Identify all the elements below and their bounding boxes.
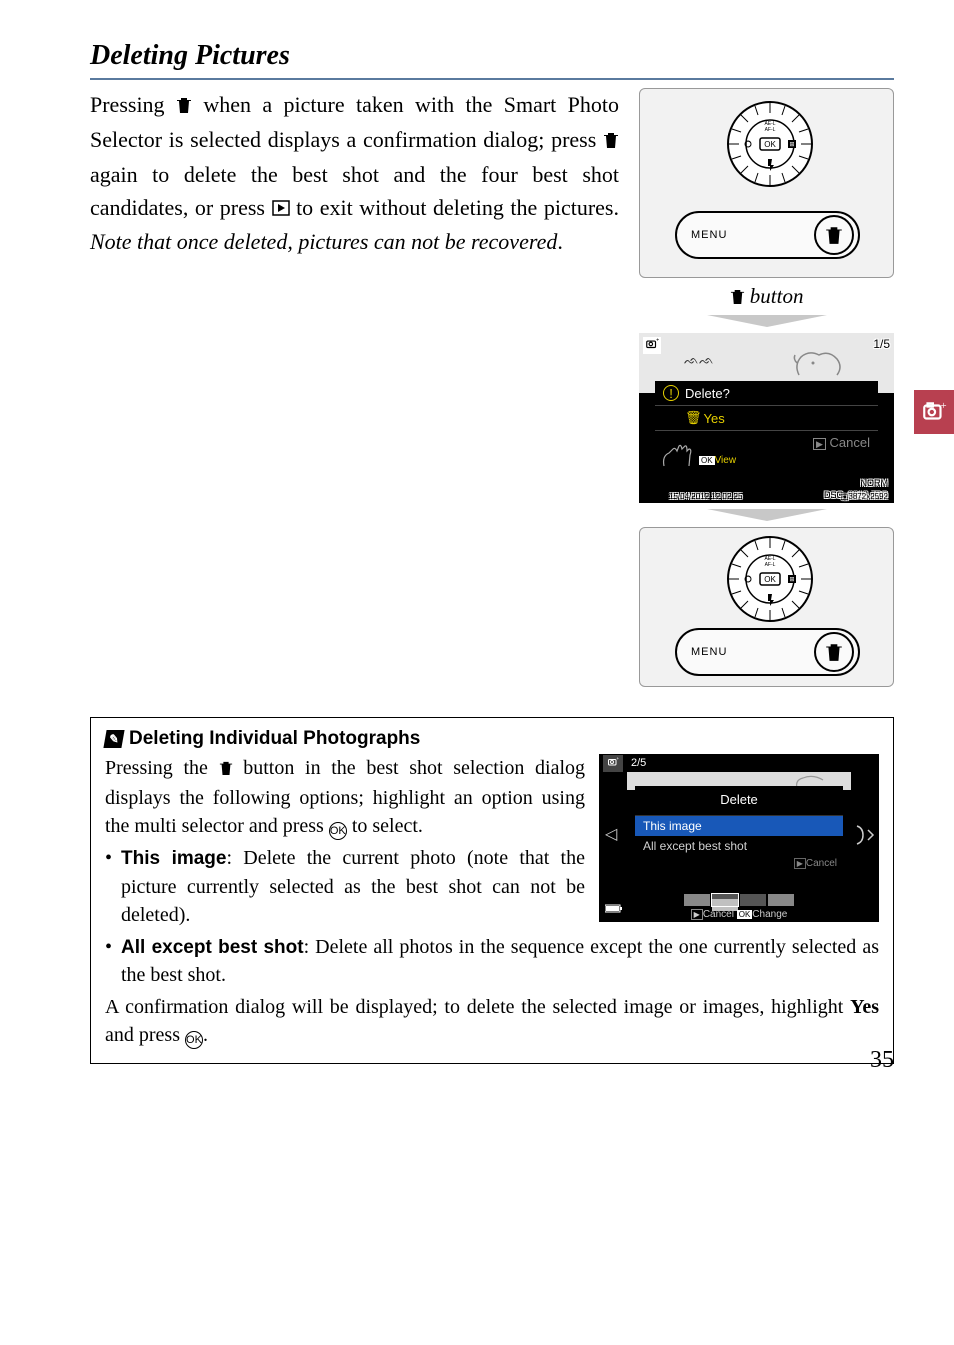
note-icon: ✎ xyxy=(103,730,124,748)
view-hint: OKView xyxy=(699,455,736,466)
opt2-label: All except best shot xyxy=(121,937,304,958)
menu-label: MENU xyxy=(677,646,727,658)
svg-text:+: + xyxy=(656,338,659,344)
dog-sketch xyxy=(789,345,849,385)
info-p1a: Pressing the xyxy=(105,757,219,779)
delete-prompt: Delete? xyxy=(685,386,730,401)
flow-arrow-icon xyxy=(707,315,827,327)
multi-selector-dial: OK AE-L AF-L ⊞ xyxy=(725,99,815,189)
panel-header: Delete xyxy=(635,786,843,816)
info-body: Pressing the button in the best shot sel… xyxy=(105,754,585,929)
play-icon xyxy=(272,192,290,225)
info-p1c: to select. xyxy=(352,815,423,837)
body-text-1e: . xyxy=(557,229,563,254)
delete-button-circle xyxy=(814,632,854,672)
camera-diagram-1: OK AE-L AF-L ⊞ MENU xyxy=(639,88,894,278)
yes-label: Yes xyxy=(704,411,725,426)
diagram-caption: button xyxy=(730,284,804,309)
menu-label: MENU xyxy=(677,229,727,241)
svg-text:AF-L: AF-L xyxy=(765,562,776,568)
menu-button-group: MENU xyxy=(675,628,860,676)
info-heading: ✎ Deleting Individual Photographs xyxy=(105,728,879,750)
frame-counter: 2/5 xyxy=(631,757,646,769)
page-title: Deleting Pictures xyxy=(90,40,894,72)
svg-text:⊞: ⊞ xyxy=(789,142,794,148)
main-content: Pressing when a picture taken with the S… xyxy=(90,88,894,687)
mode-badge: + xyxy=(603,755,623,772)
left-arrow-icon: ◁ xyxy=(605,824,617,844)
delete-button-circle xyxy=(814,215,854,255)
delete-options-screen: + 2/5 Delete This image All except best … xyxy=(599,754,879,922)
title-rule xyxy=(90,78,894,80)
option-this-image: This image xyxy=(635,816,843,836)
closing-a: A confirmation dialog will be displayed;… xyxy=(105,996,850,1018)
svg-text:+: + xyxy=(941,400,947,412)
confirmation-screen: ᨒᨒ + 1/5 ! Delete? 🗑 Yes ▶ Cancel xyxy=(639,333,894,503)
delete-panel: Delete This image All except best shot ▶… xyxy=(635,786,843,871)
hand-sketch xyxy=(659,441,699,471)
camera-diagram-2: OK AE-L AF-L ⊞ MENU xyxy=(639,527,894,687)
trash-icon xyxy=(219,756,233,784)
info-options-list: This image: Delete the current photo (no… xyxy=(105,844,585,929)
closing-b: and press xyxy=(105,1024,185,1046)
screen-footer-hint: ▶Cancel OKChange xyxy=(599,909,879,920)
body-paragraph: Pressing when a picture taken with the S… xyxy=(90,88,619,687)
cancel-label: Cancel xyxy=(830,435,870,450)
thumbnail-strip xyxy=(599,894,879,906)
delete-prompt-row: ! Delete? xyxy=(655,381,878,405)
section-tab: + xyxy=(914,390,954,434)
body-text-1d: to exit without deleting the pictures. xyxy=(296,195,619,220)
info-box: ✎ Deleting Individual Photographs Pressi… xyxy=(90,717,894,1064)
panel-cancel: ▶Cancel xyxy=(635,856,843,871)
svg-text:+: + xyxy=(617,756,620,761)
trash-icon xyxy=(603,125,619,158)
multi-selector-dial: OK AE-L AF-L ⊞ xyxy=(725,534,815,624)
closing-yes: Yes xyxy=(850,996,879,1018)
svg-text:OK: OK xyxy=(764,140,776,149)
closing-c: . xyxy=(203,1024,208,1046)
flow-arrow-icon xyxy=(707,509,827,521)
info-heading-text: Deleting Individual Photographs xyxy=(129,728,420,750)
opt1-label: This image xyxy=(121,848,226,869)
page-number: 35 xyxy=(870,1047,894,1074)
yes-row: 🗑 Yes xyxy=(655,405,878,430)
svg-text:⊞: ⊞ xyxy=(789,577,794,583)
info-options-list-2: All except best shot: Delete all photos … xyxy=(105,933,879,990)
option-all-except: All except best shot xyxy=(635,836,843,856)
right-column: OK AE-L AF-L ⊞ MENU button xyxy=(639,88,894,687)
ok-icon: OK xyxy=(185,1031,203,1049)
info-closing: A confirmation dialog will be displayed;… xyxy=(105,993,879,1049)
ok-icon: OK xyxy=(329,822,347,840)
frame-counter: 1/5 xyxy=(873,337,890,351)
caption-text: button xyxy=(750,284,804,308)
body-note: Note that once deleted, pictures can not… xyxy=(90,229,557,254)
list-item: This image: Delete the current photo (no… xyxy=(105,844,585,929)
menu-button-group: MENU xyxy=(675,211,860,259)
bird-sketch: ᨒᨒ xyxy=(684,353,714,368)
mode-badge: + xyxy=(643,337,661,354)
svg-text:AF-L: AF-L xyxy=(765,127,776,133)
right-arrow-icon xyxy=(855,824,875,851)
trash-icon xyxy=(176,90,192,123)
body-text-1a: Pressing xyxy=(90,92,176,117)
list-item: All except best shot: Delete all photos … xyxy=(105,933,879,990)
svg-text:OK: OK xyxy=(764,575,776,584)
